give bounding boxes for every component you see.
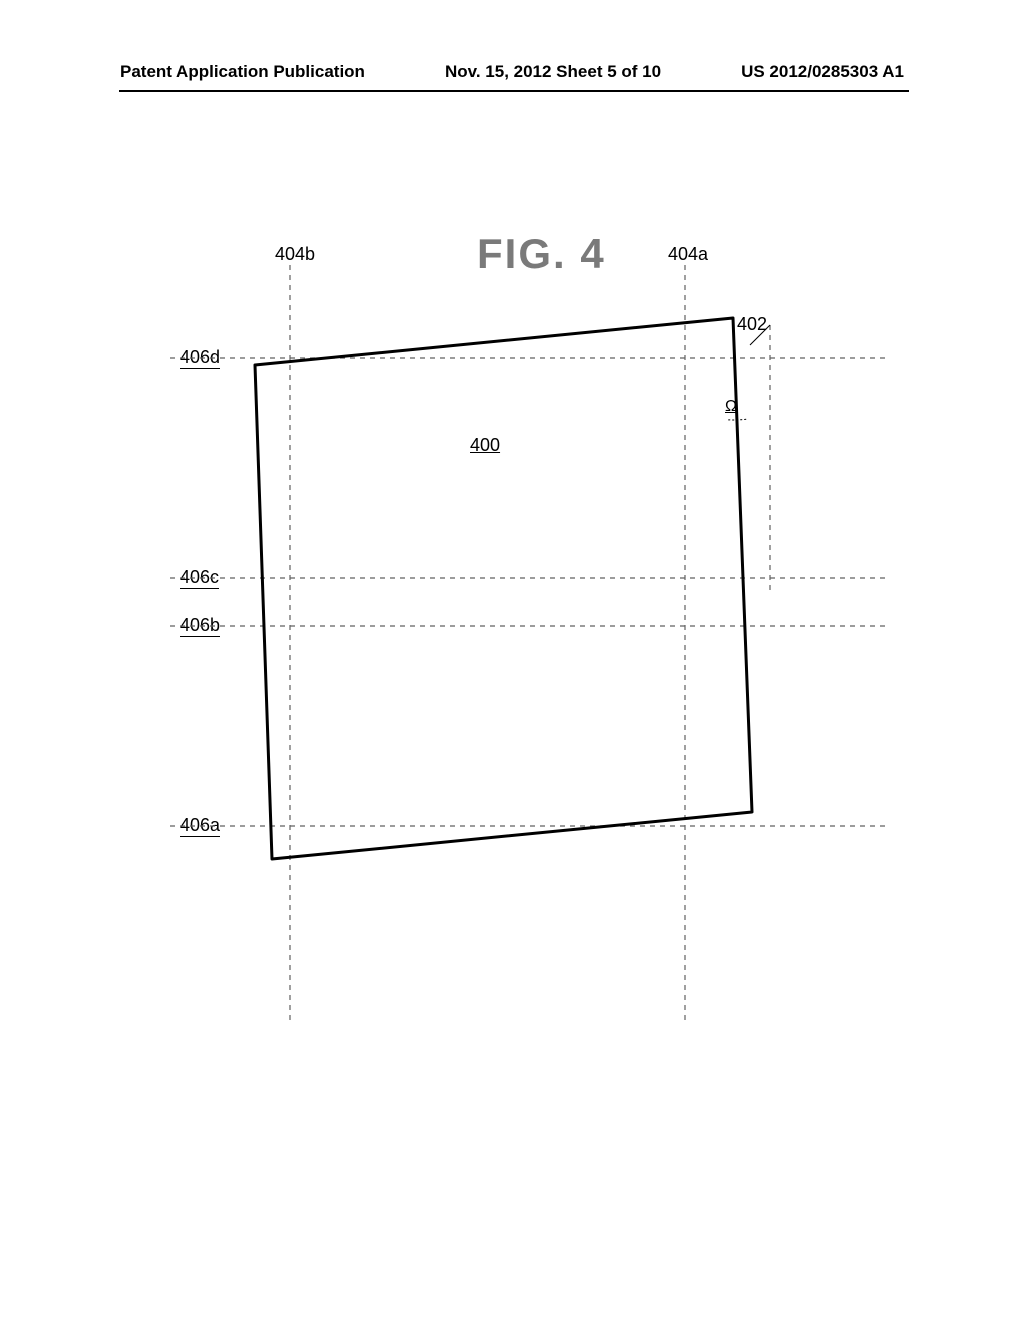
- header-center: Nov. 15, 2012 Sheet 5 of 10: [445, 62, 661, 82]
- page-header: Patent Application Publication Nov. 15, …: [0, 62, 1024, 82]
- header-rule: [119, 90, 909, 92]
- figure-svg: [170, 250, 890, 1030]
- header-left: Patent Application Publication: [120, 62, 365, 82]
- figure-stage: FIG. 4 404b 404a 402 406d 406c 406b 406a…: [170, 250, 890, 1030]
- header-right: US 2012/0285303 A1: [741, 62, 904, 82]
